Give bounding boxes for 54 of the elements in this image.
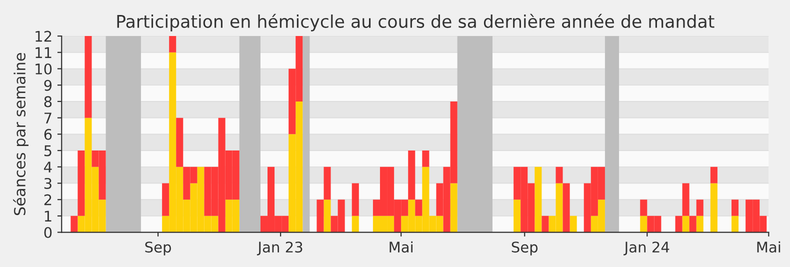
bar [514,200,521,232]
x-tick-label: Jan 23 [256,242,302,256]
x-tick-label: Mai [757,241,780,253]
bar [162,183,170,216]
bar [689,216,696,232]
y-tick-label: 6 [44,128,52,140]
bar [78,150,85,216]
x-tick-label: Mai [390,241,412,253]
x-tick-label: Jan 24 [624,242,670,256]
bar [682,216,690,232]
bar [696,200,704,216]
x-tick-label: Sep [145,242,171,256]
bar [324,166,331,200]
y-tick-label: 11 [36,47,52,58]
bar [176,118,184,167]
bar [732,200,739,216]
bar [316,200,324,232]
bar [70,216,78,232]
y-tick-label: 10 [36,63,52,74]
chart-title: Participation en hémicycle au cours de sa dernière année de mandat [117,14,714,32]
y-tick-label: 9 [44,80,52,91]
y-tick-label: 3 [44,178,52,189]
bar [422,150,430,167]
bar [556,166,563,184]
y-tick-label: 8 [44,96,52,108]
bar [640,200,648,216]
bar [640,216,648,232]
bar [710,166,718,184]
bar [352,183,359,216]
bar [352,216,359,232]
bar [570,216,577,232]
y-tick-label: 2 [44,194,52,206]
bar [415,200,422,216]
bar [169,36,176,52]
y-axis-title: Séances par semaine [13,53,28,216]
y-tick-label: 7 [44,112,52,124]
bar [542,216,549,232]
bar [696,216,704,232]
bar [450,183,458,232]
bar [675,216,682,232]
y-tick-label: 1 [44,210,52,222]
bar [682,183,690,216]
y-tick-label: 4 [44,162,52,172]
bar [408,150,416,200]
bar [710,183,718,232]
bar [562,183,570,232]
y-tick-label: 0 [44,227,52,238]
y-tick-label: 5 [44,145,52,156]
bar [84,36,92,118]
bar [324,200,331,232]
bar [534,166,542,232]
y-tick-label: 12 [36,30,52,42]
bar [732,216,739,232]
x-tick-label: Sep [512,242,538,256]
